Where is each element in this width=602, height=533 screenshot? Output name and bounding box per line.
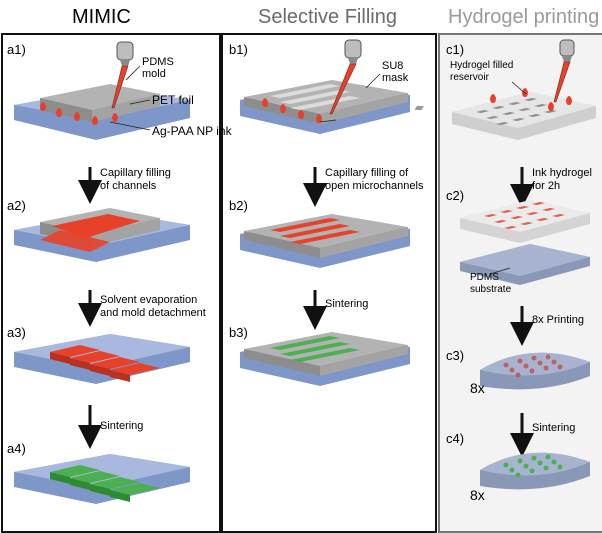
step-label-a2: a2): [7, 198, 26, 213]
pipette-icon: [553, 39, 575, 103]
header-selective-filling: Selective Filling: [258, 6, 397, 28]
caption-mimic-step1: Capillary filling of channels: [100, 167, 171, 193]
caption-mimic-step2-line2: and mold detachment: [100, 307, 206, 319]
label-su8-line1: SU8: [382, 60, 404, 72]
a1-device-illustration: [14, 41, 190, 140]
step-label-c2: c2): [446, 188, 465, 203]
caption-hydrogel-step2: 8x Printing: [532, 314, 584, 326]
pipette-icon: [329, 39, 362, 115]
caption-mimic-step1-line2: of channels: [100, 180, 157, 192]
c3-device-illustration: [480, 352, 590, 390]
label-su8-line2: mask: [382, 72, 409, 84]
multiplier-c4: 8x: [470, 487, 485, 503]
header-mimic: MIMIC: [72, 6, 131, 28]
label-pdms-mold-line1: PDMS: [142, 56, 174, 68]
caption-selective-step1-line2: open microchannels: [325, 180, 424, 192]
b2-device-illustration: [240, 214, 410, 268]
step-label-c1: c1): [446, 42, 465, 57]
step-label-b2: b2): [229, 198, 248, 213]
caption-selective-step1-line1: Capillary filling of: [325, 167, 409, 179]
label-pdms-mold: PDMS mold: [142, 56, 174, 80]
caption-mimic-step2-line1: Solvent evaporation: [100, 294, 198, 306]
label-hydrogel-line2: reservoir: [450, 72, 489, 83]
c4-device-illustration: [480, 452, 590, 490]
label-pdms-substrate-line1: PDMS: [470, 272, 499, 283]
c2-device-illustration: [460, 200, 590, 285]
step-label-c3: c3): [446, 348, 465, 363]
label-ag-paa-np-ink: Ag-PAA NP ink: [152, 124, 232, 138]
caption-hydrogel-step1: Ink hydrogel for 2h: [532, 167, 592, 193]
step-label-b3: b3): [229, 325, 248, 340]
header-hydrogel-printing: Hydrogel printing: [448, 6, 600, 28]
caption-mimic-step2: Solvent evaporation and mold detachment: [100, 294, 206, 320]
caption-mimic-step1-line1: Capillary filling: [100, 167, 171, 179]
step-label-c4: c4): [446, 431, 465, 446]
label-pdms-substrate-line2: substrate: [470, 284, 512, 295]
caption-mimic-step3: Sintering: [100, 420, 144, 432]
label-pdms-substrate: PDMS substrate: [470, 272, 511, 296]
label-su8-mask: SU8 mask: [382, 60, 408, 84]
b1-device-illustration: [240, 39, 410, 134]
caption-hydrogel-step1-line1: Ink hydrogel: [532, 167, 592, 179]
label-hydrogel-line1: Hydrogel filled: [450, 60, 514, 71]
step-label-a3: a3): [7, 325, 26, 340]
multiplier-c3: 8x: [470, 380, 485, 396]
caption-selective-step2: Sintering: [325, 298, 369, 310]
pipette-icon: [111, 41, 134, 109]
step-label-a1: a1): [7, 42, 26, 57]
caption-selective-step1: Capillary filling of open microchannels: [325, 167, 423, 193]
b3-device-illustration: [240, 332, 410, 386]
a4-device-illustration: [14, 454, 190, 504]
caption-hydrogel-step3: Sintering: [532, 422, 576, 434]
label-pdms-mold-line2: mold: [142, 68, 166, 80]
label-pet-foil: PET foil: [152, 93, 194, 107]
step-label-a4: a4): [7, 441, 26, 456]
a3-device-illustration: [14, 334, 190, 384]
c1-device-illustration: [414, 39, 596, 140]
a2-device-illustration: [14, 208, 190, 262]
step-label-b1: b1): [229, 42, 248, 57]
label-hydrogel-reservoir: Hydrogel filled reservoir: [450, 60, 513, 84]
caption-hydrogel-step1-line2: for 2h: [532, 180, 561, 192]
